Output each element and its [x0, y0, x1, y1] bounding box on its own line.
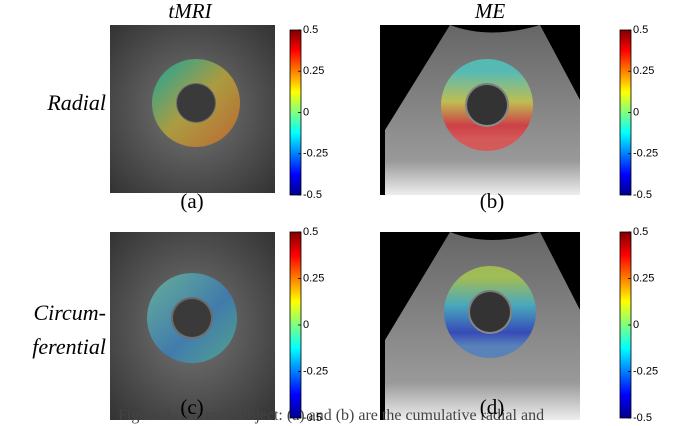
panel-label: (b): [480, 189, 505, 213]
colorbar-tick-label: -0.5: [633, 412, 652, 424]
colorbar-tick-label: -0.5: [303, 412, 322, 424]
panel-label: (d): [480, 395, 505, 419]
image-panel: [110, 232, 275, 420]
colorbar-tick-label: -0.25: [303, 365, 328, 377]
colorbar-tick-label: 0.25: [633, 272, 654, 284]
colorbar-tick-label: 0.5: [303, 24, 318, 36]
colorbar-tick-label: 0: [633, 106, 639, 118]
colorbar-tick-label: 0: [303, 106, 309, 118]
colorbar-tick-label: 0: [633, 319, 639, 331]
colorbar-tick-label: 0.5: [303, 226, 318, 238]
colorbar-tick-label: -0.5: [303, 189, 322, 201]
colorbar-tick-label: -0.5: [633, 189, 652, 201]
image-panel: [380, 232, 580, 420]
colorbar-tick-label: 0.5: [633, 24, 648, 36]
panel-label: (c): [180, 395, 203, 419]
colorbar-tick-label: 0.5: [633, 226, 648, 238]
colorbar-tick-label: -0.25: [303, 148, 328, 160]
colorbar-tick-label: -0.25: [633, 148, 658, 160]
image-panel: [380, 25, 580, 195]
row-label: Radial: [46, 90, 106, 115]
colorbar-tick-label: 0.25: [303, 272, 324, 284]
column-header: ME: [474, 0, 505, 23]
colorbar-tick-label: 0: [303, 319, 309, 331]
colorbar-tick-label: 0.25: [633, 65, 654, 77]
colorbar-tick-label: -0.25: [633, 365, 658, 377]
caption: Figure 3: Normal subject: (a) and (b) ar…: [118, 407, 544, 424]
colorbar-tick-label: 0.25: [303, 65, 324, 77]
row-label: ferential: [32, 334, 106, 359]
column-header: tMRI: [168, 0, 212, 23]
panel-label: (a): [180, 189, 203, 213]
image-panel: [110, 25, 275, 193]
row-label: Circum-: [33, 300, 106, 325]
